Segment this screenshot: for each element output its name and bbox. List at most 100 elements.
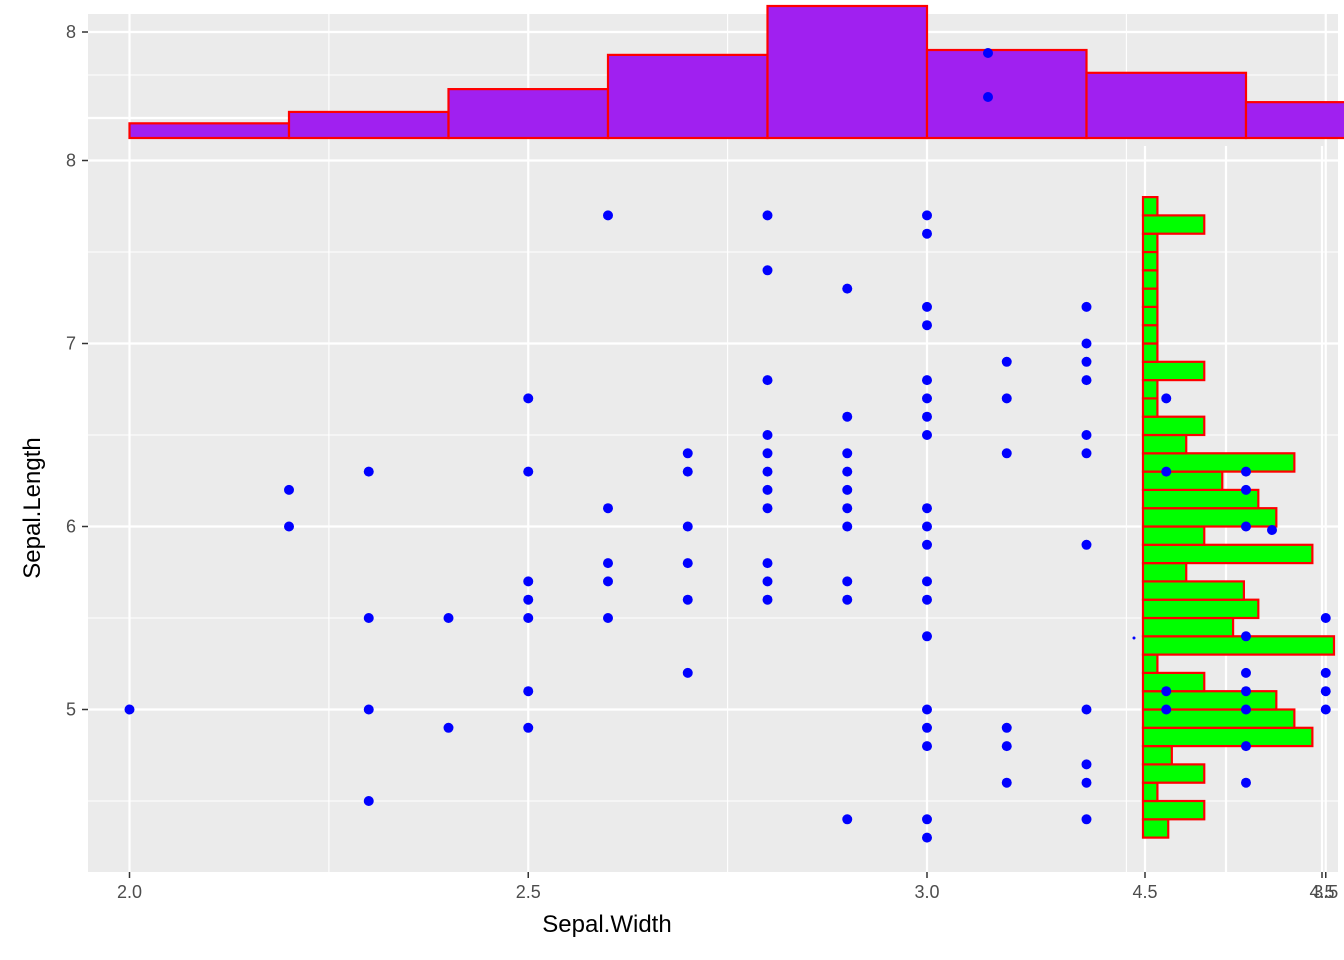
right-histogram-bar (1141, 561, 1188, 583)
scatter-point (443, 722, 454, 733)
scatter-point (922, 576, 932, 587)
scatter-point (842, 576, 853, 587)
scatter-point (842, 484, 853, 495)
scatter-point (124, 704, 135, 715)
scatter-point (922, 375, 932, 386)
scatter-point (682, 466, 693, 477)
right-histogram-bar (1141, 305, 1159, 327)
scatter-point (682, 448, 693, 459)
right-histogram-bar (1141, 580, 1246, 601)
scatter-point (1081, 539, 1092, 550)
scatter-point (1081, 301, 1092, 312)
scatter-point (443, 613, 454, 623)
right-histogram-bar (1141, 250, 1159, 272)
scatter-point (1241, 741, 1251, 752)
scatter-point (1081, 759, 1092, 770)
right-histogram-bar (1141, 379, 1159, 400)
scatter-point (523, 466, 534, 477)
scatter-point (1241, 686, 1251, 697)
right-histogram-bar (1141, 360, 1206, 382)
scatter-point (922, 503, 932, 514)
scatter-points (124, 48, 1331, 843)
scatter-point (1241, 631, 1251, 642)
scatter-point (762, 558, 773, 569)
scatter-point (762, 265, 773, 276)
y-tick-label: 8 (66, 151, 76, 171)
scatter-point (1241, 521, 1251, 532)
right-histogram-bar (1141, 433, 1188, 455)
stray-point (983, 92, 993, 102)
scatter-point (922, 430, 932, 440)
scatter-point (922, 521, 932, 532)
top-histogram-bar (1085, 71, 1248, 140)
right-histogram-bar (1141, 324, 1159, 345)
scatter-point (1081, 430, 1092, 440)
scatter-point (922, 814, 932, 825)
scatter-point (682, 667, 693, 678)
top-histogram-bar (606, 53, 769, 140)
right-histogram-bar (1141, 525, 1206, 546)
scatter-point (842, 814, 853, 825)
right-histogram-bar (1141, 616, 1235, 638)
scatter-point (603, 576, 613, 587)
right-x-tick-label: 4.5 (1309, 882, 1334, 902)
scatter-point (523, 613, 534, 623)
scatter-point (922, 722, 932, 733)
stray-point (983, 48, 993, 58)
scatter-point (603, 613, 613, 623)
right-x-tick-label: 4.5 (1132, 882, 1157, 902)
top-histogram-bar (128, 122, 291, 140)
scatter-point (762, 430, 773, 440)
scatter-point (922, 411, 932, 422)
right-histogram-bar (1141, 744, 1173, 766)
scatter-point (762, 503, 773, 514)
y-tick-label: 7 (66, 334, 76, 354)
scatter-point (922, 210, 932, 221)
scatter-point (682, 521, 693, 532)
scatter-point (762, 375, 773, 386)
y-axis-title: Sepal.Length (19, 437, 46, 578)
stray-point (1132, 636, 1136, 640)
scatter-point (1161, 393, 1172, 404)
right-histogram-bar (1141, 397, 1159, 418)
scatter-point (1241, 777, 1251, 788)
right-histogram-bar (1141, 799, 1206, 821)
right-histogram-bar (1141, 214, 1206, 235)
scatter-point (1001, 777, 1012, 788)
top-histogram-bar (447, 88, 610, 140)
scatter-point (1081, 704, 1092, 715)
scatter-point (762, 576, 773, 587)
right-histogram-bar (1141, 726, 1314, 748)
right-histogram (1141, 196, 1336, 839)
top-histogram (128, 4, 1344, 140)
scatter-point (1081, 338, 1092, 349)
scatter-point (1241, 704, 1251, 715)
right-histogram-bar (1141, 635, 1336, 656)
scatter-point (603, 503, 613, 514)
gridlines (88, 14, 1338, 872)
scatter-point (363, 704, 374, 715)
scatter-point (922, 228, 932, 239)
scatter-point (842, 503, 853, 514)
scatter-point (922, 301, 932, 312)
right-histogram-bar (1141, 470, 1224, 492)
scatter-point (682, 594, 693, 605)
scatter-point (762, 448, 773, 459)
right-histogram-bar (1141, 781, 1159, 803)
right-histogram-bar (1141, 196, 1159, 217)
scatter-point (1241, 466, 1251, 477)
x-axis-title: Sepal.Width (542, 911, 671, 938)
right-histogram-bar (1141, 415, 1206, 437)
scatter-point (922, 741, 932, 752)
scatter-point (523, 594, 534, 605)
right-histogram-bar (1141, 452, 1296, 473)
scatter-point (1241, 484, 1251, 495)
scatter-point (682, 558, 693, 569)
scatter-point (842, 448, 853, 459)
scatter-point (922, 320, 932, 331)
scatter-point (1320, 667, 1331, 678)
scatter-point (922, 594, 932, 605)
right-histogram-bar (1141, 653, 1159, 674)
scatter-point (922, 704, 932, 715)
